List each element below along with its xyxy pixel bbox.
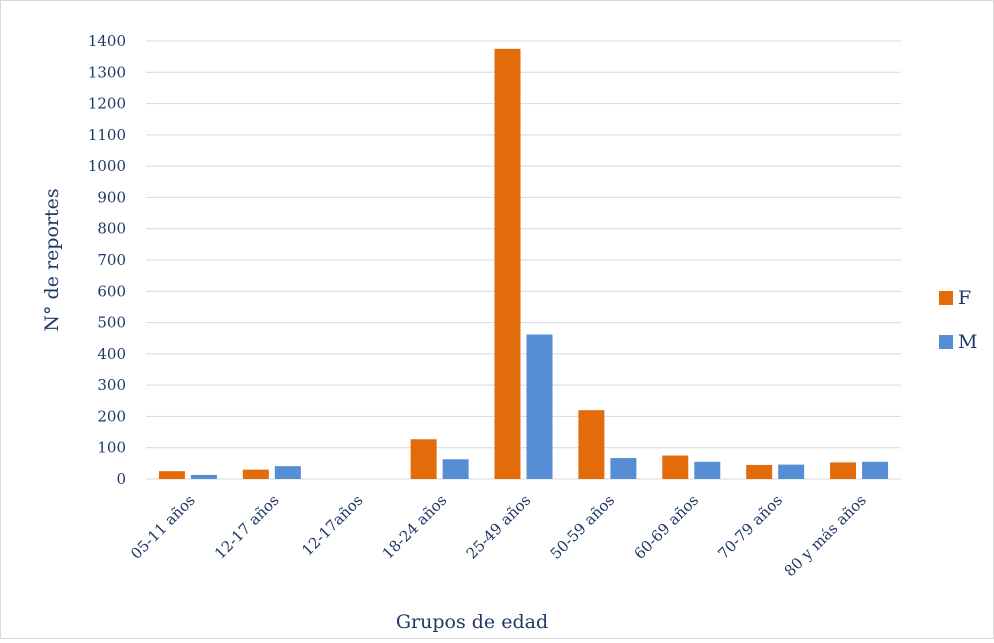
x-axis-ticks: 05-11 años 12-17 años 12-17años 18-24 años 2… [127, 491, 870, 580]
legend-label-m: M [958, 331, 977, 353]
bar-f-4 [494, 48, 521, 479]
y-tick-label: 300 [97, 376, 126, 394]
x-tick-label: 12-17 años [211, 491, 283, 563]
y-tick-label: 1300 [88, 63, 126, 81]
y-tick-label: 1200 [88, 95, 126, 113]
bar-f-8 [830, 462, 857, 479]
y-tick-label: 1400 [88, 32, 126, 50]
y-tick-label: 400 [97, 345, 126, 363]
gridlines [146, 40, 901, 480]
bar-m-5 [610, 458, 637, 479]
bar-f-3 [410, 439, 437, 479]
x-tick-label: 70-79 años [714, 491, 786, 563]
bar-m-8 [862, 461, 889, 479]
y-tick-label: 200 [97, 407, 126, 425]
y-axis-ticks: 0 100 200 300 400 500 600 700 800 900 1000 1100 1200… [88, 32, 126, 488]
y-tick-label: 800 [97, 220, 126, 238]
bar-f-5 [578, 410, 605, 479]
bar-m-1 [274, 466, 301, 479]
y-tick-label: 0 [116, 470, 126, 488]
x-tick-label: 60-69 años [630, 491, 702, 563]
x-tick-label: 18-24 años [379, 491, 451, 563]
legend: FM [939, 287, 977, 353]
bars [158, 48, 889, 479]
legend-label-f: F [958, 287, 971, 309]
bar-m-3 [442, 459, 469, 479]
y-tick-label: 900 [97, 188, 126, 206]
legend-swatch-m [939, 335, 953, 349]
y-axis-title: N° de reportes [41, 188, 63, 331]
y-tick-label: 1000 [88, 157, 126, 175]
x-tick-label: 80 y más años [781, 491, 870, 580]
x-tick-label: 05-11 años [127, 491, 199, 563]
bar-f-0 [158, 471, 185, 479]
bar-f-7 [746, 464, 773, 479]
bar-m-7 [778, 464, 805, 479]
x-axis-title: Grupos de edad [396, 611, 548, 633]
y-tick-label: 600 [97, 282, 126, 300]
y-tick-label: 100 [97, 439, 126, 457]
y-tick-label: 1100 [88, 126, 126, 144]
y-tick-label: 500 [97, 314, 126, 332]
x-tick-label: 25-49 años [463, 491, 535, 563]
bar-f-1 [242, 469, 269, 479]
x-tick-label: 50-59 años [547, 491, 619, 563]
x-tick-label: 12-17años [298, 491, 366, 559]
bar-m-6 [694, 461, 721, 479]
bar-m-0 [190, 474, 217, 479]
bar-m-4 [526, 334, 553, 479]
y-tick-label: 700 [97, 251, 126, 269]
legend-swatch-f [939, 291, 953, 305]
bar-f-6 [662, 455, 689, 479]
